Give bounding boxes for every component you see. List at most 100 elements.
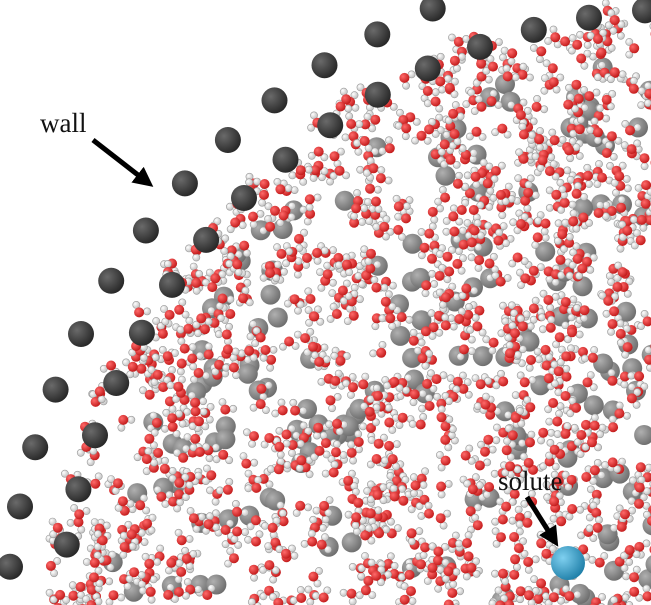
oxygen-atom xyxy=(305,294,316,304)
oxygen-atom xyxy=(510,328,520,339)
hydrogen-atom xyxy=(464,531,473,540)
hydrogen-atom xyxy=(393,524,402,533)
hydrogen-atom xyxy=(307,151,316,160)
ion-atom xyxy=(583,395,604,416)
oxygen-atom xyxy=(452,178,463,189)
oxygen-atom xyxy=(145,586,156,597)
hydrogen-atom xyxy=(197,512,206,521)
oxygen-atom xyxy=(45,560,56,571)
hydrogen-atom xyxy=(183,578,192,586)
oxygen-atom xyxy=(341,94,352,105)
oxygen-atom xyxy=(348,382,358,393)
hydrogen-atom xyxy=(363,112,372,121)
oxygen-atom xyxy=(276,248,287,259)
hydrogen-atom xyxy=(569,295,578,304)
hydrogen-atom xyxy=(265,480,274,489)
hydrogen-atom xyxy=(467,253,476,262)
hydrogen-atom xyxy=(370,275,379,284)
hydrogen-atom xyxy=(531,241,540,249)
oxygen-atom xyxy=(466,237,477,248)
hydrogen-atom xyxy=(465,132,474,141)
oxygen-atom xyxy=(587,437,597,448)
hydrogen-atom xyxy=(623,411,631,420)
hydrogen-atom xyxy=(356,83,365,92)
oxygen-atom xyxy=(330,375,341,386)
hydrogen-atom xyxy=(105,577,114,586)
oxygen-atom xyxy=(404,569,415,580)
oxygen-atom xyxy=(591,507,602,518)
oxygen-atom xyxy=(576,430,587,440)
hydrogen-atom xyxy=(280,267,288,276)
oxygen-atom xyxy=(495,276,506,287)
oxygen-atom xyxy=(612,281,623,292)
oxygen-atom xyxy=(300,333,311,344)
hydrogen-atom xyxy=(356,295,364,304)
hydrogen-atom xyxy=(633,388,641,397)
hydrogen-atom xyxy=(568,34,577,42)
oxygen-atom xyxy=(346,119,357,129)
oxygen-atom xyxy=(449,129,460,139)
oxygen-atom xyxy=(484,482,495,492)
oxygen-atom xyxy=(517,321,528,332)
hydrogen-atom xyxy=(117,593,126,602)
oxygen-atom xyxy=(560,297,571,307)
hydrogen-atom xyxy=(536,127,544,135)
hydrogen-atom xyxy=(185,316,194,325)
hydrogen-atom xyxy=(518,439,526,447)
oxygen-atom xyxy=(593,208,604,218)
hydrogen-atom xyxy=(435,250,444,258)
hydrogen-atom xyxy=(350,212,358,220)
hydrogen-atom xyxy=(266,363,275,372)
hydrogen-atom xyxy=(573,303,581,312)
hydrogen-atom xyxy=(502,239,510,248)
oxygen-atom xyxy=(444,82,455,93)
hydrogen-atom xyxy=(568,200,577,209)
oxygen-atom xyxy=(443,599,454,605)
hydrogen-atom xyxy=(321,469,330,478)
hydrogen-atom xyxy=(457,52,466,61)
oxygen-atom xyxy=(365,183,375,194)
hydrogen-atom xyxy=(573,438,582,446)
wall-atom xyxy=(22,434,49,461)
hydrogen-atom xyxy=(472,570,481,578)
oxygen-atom xyxy=(607,457,618,468)
hydrogen-atom xyxy=(86,458,95,467)
hydrogen-atom xyxy=(437,405,446,414)
oxygen-atom xyxy=(593,34,603,44)
hydrogen-atom xyxy=(429,384,438,393)
hydrogen-atom xyxy=(435,328,444,337)
oxygen-atom xyxy=(144,433,155,444)
hydrogen-atom xyxy=(345,268,354,277)
hydrogen-atom xyxy=(360,204,368,213)
hydrogen-atom xyxy=(520,257,529,266)
hydrogen-atom xyxy=(366,480,375,489)
hydrogen-atom xyxy=(598,423,607,432)
hydrogen-atom xyxy=(95,579,104,588)
solute-atom xyxy=(551,546,585,580)
hydrogen-atom xyxy=(234,268,243,277)
hydrogen-atom xyxy=(214,330,223,339)
hydrogen-atom xyxy=(424,394,433,402)
hydrogen-atom xyxy=(269,592,277,601)
hydrogen-atom xyxy=(293,270,302,279)
hydrogen-atom xyxy=(569,248,577,257)
hydrogen-atom xyxy=(434,584,443,593)
oxygen-atom xyxy=(264,560,275,571)
oxygen-atom xyxy=(230,217,241,228)
oxygen-atom xyxy=(433,555,443,566)
hydrogen-atom xyxy=(472,180,481,189)
oxygen-atom xyxy=(250,515,261,526)
hydrogen-atom xyxy=(587,485,595,494)
oxygen-atom xyxy=(440,455,451,466)
hydrogen-atom xyxy=(153,485,162,494)
oxygen-atom xyxy=(488,61,498,72)
hydrogen-atom xyxy=(569,129,577,138)
hydrogen-atom xyxy=(541,233,550,242)
hydrogen-atom xyxy=(618,161,627,170)
hydrogen-atom xyxy=(141,552,150,561)
hydrogen-atom xyxy=(510,309,518,317)
hydrogen-atom xyxy=(589,383,598,392)
hydrogen-atom xyxy=(126,499,135,508)
hydrogen-atom xyxy=(150,458,158,467)
wall-atom xyxy=(193,226,220,253)
